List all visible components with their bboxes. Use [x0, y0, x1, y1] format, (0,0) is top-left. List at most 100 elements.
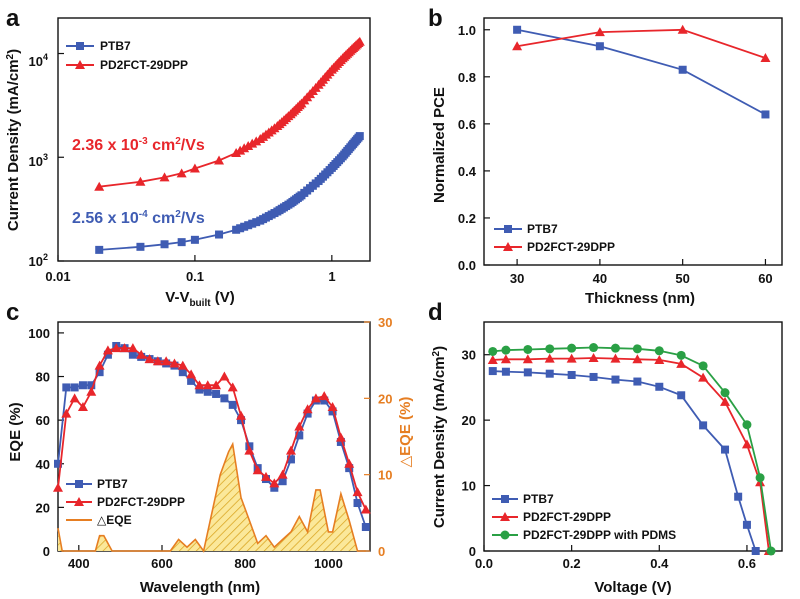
panel-b-frame: [483, 17, 783, 266]
panel-c-ytick-right: 20: [378, 391, 392, 406]
pd2fct-point: [127, 343, 138, 353]
pdms-point: [766, 546, 776, 556]
pd2fct-point: [760, 52, 771, 62]
panel-b: b 30 40 50 60 0.0 0.2 0.4 0.6 0.8 1.0 Thickness (…: [428, 5, 783, 307]
pd2fct-point: [610, 353, 621, 363]
panel-d-ticks: 0.0 0.2 0.4 0.6 0 10 20 30: [462, 348, 756, 571]
pd2fct-point: [194, 380, 205, 390]
pd2fct-point: [352, 487, 363, 497]
pd2fct-line: [516, 28, 766, 59]
panel-d: d 0.0 0.2 0.4 0.6 0 10 20 30 Voltage (V) Curren…: [428, 299, 783, 596]
ptb7-point: [252, 218, 261, 227]
ptb7-point: [345, 464, 354, 473]
ptb7-point: [501, 367, 510, 376]
pd2fct-point: [500, 354, 511, 364]
deqe-line: [57, 441, 366, 553]
ptb7-point: [136, 242, 145, 251]
panel-d-xtick: 0.0: [475, 556, 493, 571]
panel-c-plot-area: [53, 341, 371, 553]
ptb7-point: [236, 224, 245, 233]
pd2fct-point: [676, 358, 687, 368]
pdms-point: [654, 346, 664, 356]
pd2fct-point: [251, 136, 262, 146]
panel-a-legend-ptb7: PTB7: [100, 39, 131, 53]
pd2fct-point: [588, 352, 599, 362]
panel-c-ytick: 40: [36, 457, 50, 472]
pd2fct-point: [247, 138, 258, 148]
ptb7-point: [761, 110, 770, 119]
panel-a-ytick: 103: [29, 152, 48, 169]
ptb7-point: [215, 230, 224, 239]
panel-b-ytick: 0.4: [458, 164, 477, 179]
panel-b-plot-area: [512, 24, 771, 119]
panel-d-ytick: 0: [469, 544, 476, 559]
ptb7-point: [513, 25, 522, 34]
ptb7-point: [655, 382, 664, 391]
pd2fct-point: [487, 354, 498, 364]
pd2fct-point: [302, 404, 313, 414]
pdms-point: [755, 473, 765, 483]
ptb7-point: [567, 370, 576, 379]
ptb7-point: [190, 235, 199, 244]
ptb7-point: [95, 245, 104, 254]
pd2fct-point: [94, 360, 105, 370]
panel-d-legend: PTB7 PD2FCT-29DPP PD2FCT-29DPP with PDMS: [492, 492, 676, 542]
ptb7-point: [320, 396, 329, 405]
pd2fct-point: [294, 421, 305, 431]
pd2fct-point: [161, 356, 172, 366]
ptb7-point: [488, 367, 497, 376]
pdms-point: [567, 343, 577, 353]
ptb7-point: [595, 42, 604, 51]
ptb7-point: [751, 547, 760, 555]
panel-c-ytick: 0: [43, 544, 50, 559]
panel-b-ytick: 0.6: [458, 117, 476, 132]
pd2fct-point: [285, 445, 296, 455]
pd2fct-point: [522, 354, 533, 364]
panel-a-x-ticks: 0.01 0.1 1: [45, 269, 335, 284]
ptb7-point: [303, 409, 312, 418]
pd2fct-point: [169, 358, 180, 368]
pd2fct-point: [677, 24, 688, 34]
pd2fct-point: [189, 163, 200, 173]
panel-b-legend-pd2fct: PD2FCT-29DPP: [527, 240, 615, 254]
pd2fct-point: [177, 360, 188, 370]
ptb7-point: [220, 394, 229, 403]
panel-c-ytick: 100: [28, 326, 50, 341]
panel-c-legend-pd2fct: PD2FCT-29DPP: [97, 495, 185, 509]
ptb7-point: [203, 387, 212, 396]
pdms-point: [610, 343, 620, 353]
pd2fct-point: [360, 504, 371, 514]
pdms-point: [523, 344, 533, 354]
pd2fct-point: [186, 369, 197, 379]
pd2fct-point: [77, 402, 88, 412]
pd2fct-point: [544, 353, 555, 363]
panel-c-legend-deqe: △EQE: [97, 513, 132, 527]
pdms-point: [501, 345, 511, 355]
panel-d-legend-pd2fct: PD2FCT-29DPP: [523, 510, 611, 524]
pd2fct-point: [244, 445, 255, 455]
pdms-point: [488, 346, 498, 356]
ptb7-point: [237, 416, 246, 425]
ptb7-point: [361, 523, 370, 532]
pd2fct-point: [632, 354, 643, 364]
ptb7-point: [160, 240, 169, 249]
ptb7-point: [62, 383, 71, 392]
pd2fct-point: [335, 432, 346, 442]
ptb7-point: [103, 350, 112, 359]
pd2fct-point: [594, 27, 605, 37]
panel-d-letter: d: [428, 299, 443, 326]
ptb7-point: [70, 383, 79, 392]
panel-a-xtick: 1: [328, 269, 335, 284]
panel-b-ylabel: Normalized PCE: [431, 87, 448, 203]
pd2fct-point: [119, 343, 130, 353]
panel-c-ytick-right: 30: [378, 315, 392, 330]
pd2fct-point: [566, 353, 577, 363]
pd2fct-point: [261, 471, 271, 481]
pd2fct-point: [319, 391, 330, 401]
ptb7-point: [177, 238, 186, 247]
ptb7-point: [678, 65, 687, 74]
ptb7-point: [187, 376, 196, 385]
